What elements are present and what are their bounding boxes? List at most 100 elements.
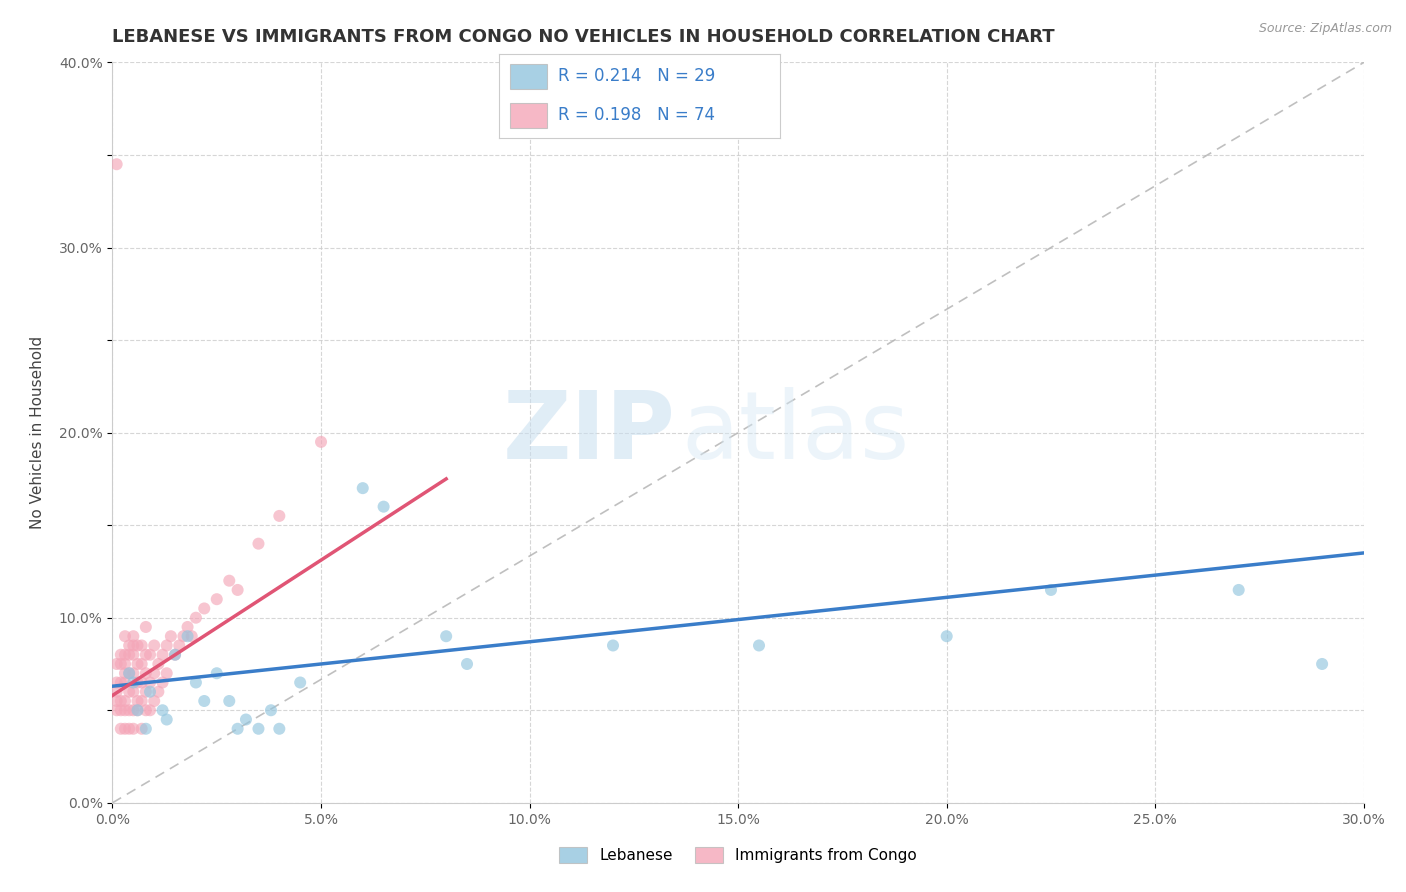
Point xyxy=(193,694,215,708)
Point xyxy=(114,703,136,717)
Point xyxy=(167,639,190,653)
Point xyxy=(456,657,478,671)
Point xyxy=(156,666,179,681)
Point xyxy=(434,629,457,643)
Point xyxy=(105,675,128,690)
Point xyxy=(218,574,240,588)
Point xyxy=(205,592,228,607)
Point xyxy=(226,722,249,736)
Point xyxy=(152,648,174,662)
Point xyxy=(110,657,132,671)
Point xyxy=(118,639,141,653)
Point xyxy=(110,722,132,736)
Point xyxy=(131,722,153,736)
Point xyxy=(172,629,194,643)
Point xyxy=(105,703,128,717)
Point xyxy=(110,703,132,717)
Point xyxy=(114,657,136,671)
Point xyxy=(105,685,128,699)
Point xyxy=(118,648,141,662)
Point xyxy=(127,639,149,653)
Point xyxy=(118,666,141,681)
Point xyxy=(160,629,183,643)
Point xyxy=(131,639,153,653)
Point xyxy=(114,629,136,643)
Point xyxy=(105,694,128,708)
Point xyxy=(114,666,136,681)
Bar xyxy=(510,103,547,128)
Point xyxy=(131,657,153,671)
Point xyxy=(135,620,157,634)
Point xyxy=(218,694,240,708)
Point xyxy=(176,620,198,634)
Point xyxy=(143,639,166,653)
Point xyxy=(135,722,157,736)
Point xyxy=(148,685,170,699)
Point xyxy=(193,601,215,615)
Text: R = 0.214   N = 29: R = 0.214 N = 29 xyxy=(558,68,716,86)
Point xyxy=(235,713,257,727)
Y-axis label: No Vehicles in Household: No Vehicles in Household xyxy=(30,336,45,529)
Point xyxy=(127,657,149,671)
Point xyxy=(156,639,179,653)
Point xyxy=(127,703,149,717)
Point xyxy=(105,657,128,671)
Point xyxy=(352,481,374,495)
Point xyxy=(152,675,174,690)
Point xyxy=(373,500,395,514)
Point xyxy=(135,685,157,699)
Point xyxy=(205,666,228,681)
Point xyxy=(131,675,153,690)
Point xyxy=(748,639,770,653)
Point xyxy=(139,685,162,699)
Point xyxy=(122,722,145,736)
Point xyxy=(122,685,145,699)
Point xyxy=(114,648,136,662)
Point xyxy=(118,666,141,681)
Point xyxy=(110,675,132,690)
Point xyxy=(143,666,166,681)
Point xyxy=(184,675,207,690)
Point xyxy=(148,657,170,671)
Point xyxy=(143,694,166,708)
Point xyxy=(309,434,332,449)
Point xyxy=(122,639,145,653)
Point xyxy=(176,629,198,643)
Legend: Lebanese, Immigrants from Congo: Lebanese, Immigrants from Congo xyxy=(553,841,924,869)
Point xyxy=(135,648,157,662)
Point xyxy=(1227,582,1250,597)
Text: atlas: atlas xyxy=(682,386,910,479)
Point xyxy=(110,694,132,708)
Point xyxy=(184,610,207,624)
Point xyxy=(156,713,179,727)
Bar xyxy=(510,63,547,89)
Point xyxy=(290,675,312,690)
Point xyxy=(135,666,157,681)
Point xyxy=(247,722,270,736)
Point xyxy=(114,694,136,708)
Point xyxy=(122,675,145,690)
Point xyxy=(135,703,157,717)
Point xyxy=(127,675,149,690)
Text: ZIP: ZIP xyxy=(503,386,675,479)
Point xyxy=(122,666,145,681)
Point xyxy=(131,694,153,708)
Point xyxy=(118,722,141,736)
Point xyxy=(114,722,136,736)
Point xyxy=(260,703,283,717)
Point xyxy=(163,648,186,662)
Point xyxy=(122,648,145,662)
Point xyxy=(163,648,186,662)
Point xyxy=(114,675,136,690)
Point xyxy=(118,703,141,717)
Point xyxy=(127,703,149,717)
Point xyxy=(139,648,162,662)
Point xyxy=(935,629,957,643)
Text: LEBANESE VS IMMIGRANTS FROM CONGO NO VEHICLES IN HOUSEHOLD CORRELATION CHART: LEBANESE VS IMMIGRANTS FROM CONGO NO VEH… xyxy=(112,28,1054,45)
Text: R = 0.198   N = 74: R = 0.198 N = 74 xyxy=(558,106,716,124)
Point xyxy=(127,694,149,708)
Point xyxy=(1310,657,1333,671)
Point xyxy=(118,685,141,699)
Point xyxy=(122,703,145,717)
Point xyxy=(105,157,128,171)
